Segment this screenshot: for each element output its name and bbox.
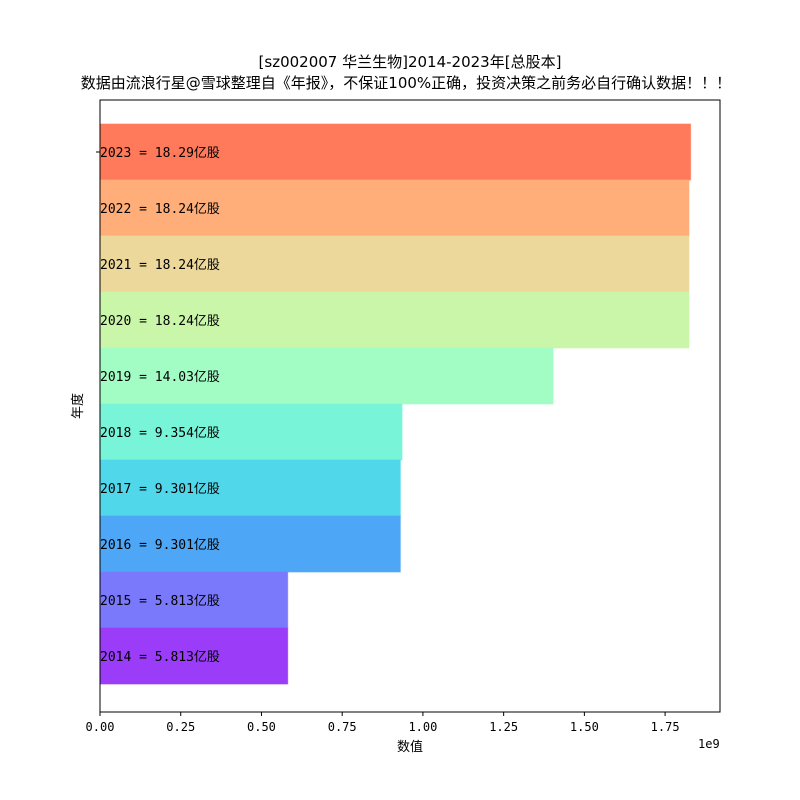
bar-labels-group: 2023 = 18.29亿股 2022 = 18.24亿股 2021 = 18.24…	[100, 146, 220, 665]
x-scale-label: 1e9	[698, 737, 720, 751]
bar-label-2019: 2019 = 14.03亿股	[100, 370, 220, 385]
x-tick-label: 1.50	[570, 720, 599, 734]
y-axis-label: 年度	[70, 393, 86, 419]
bar-label-2017: 2017 = 9.301亿股	[100, 482, 220, 497]
bar-label-2014: 2014 = 5.813亿股	[100, 650, 220, 665]
x-tick-label: 1.00	[408, 720, 437, 734]
x-tick-label: 1.75	[651, 720, 680, 734]
x-tick-label: 0.25	[166, 720, 195, 734]
bar-2019	[99, 347, 554, 405]
bar-2020	[99, 291, 690, 349]
bars-group	[99, 123, 692, 685]
x-tick-label: 0.50	[247, 720, 276, 734]
bar-2018	[99, 403, 403, 461]
bar-label-2015: 2015 = 5.813亿股	[100, 594, 220, 609]
bar-label-2016: 2016 = 9.301亿股	[100, 538, 220, 553]
x-tick-label: 1.25	[489, 720, 518, 734]
plot-frame	[99, 99, 721, 713]
chart-subtitle: 数据由流浪行星@雪球整理自《年报》，不保证100%正确，投资决策之前务必自行确认…	[81, 74, 731, 92]
bar-2014	[99, 627, 289, 685]
bar-label-2018: 2018 = 9.354亿股	[100, 426, 220, 441]
bar-2022	[99, 179, 690, 237]
bar-2023	[99, 123, 692, 181]
x-tick-label: 0.00	[86, 720, 115, 734]
x-axis-label: 数值	[397, 739, 423, 755]
bar-2021	[99, 235, 690, 293]
x-tick-label: 0.75	[328, 720, 357, 734]
bar-label-2023: 2023 = 18.29亿股	[100, 146, 220, 161]
bar-label-2021: 2021 = 18.24亿股	[100, 258, 220, 273]
bar-label-2022: 2022 = 18.24亿股	[100, 202, 220, 217]
chart-title: [sz002007 华兰生物]2014-2023年[总股本]	[259, 53, 562, 71]
x-axis: 0.00 0.25 0.50 0.75 1.00 1.25 1.50 1.75	[86, 712, 680, 734]
bar-label-2020: 2020 = 18.24亿股	[100, 314, 220, 329]
